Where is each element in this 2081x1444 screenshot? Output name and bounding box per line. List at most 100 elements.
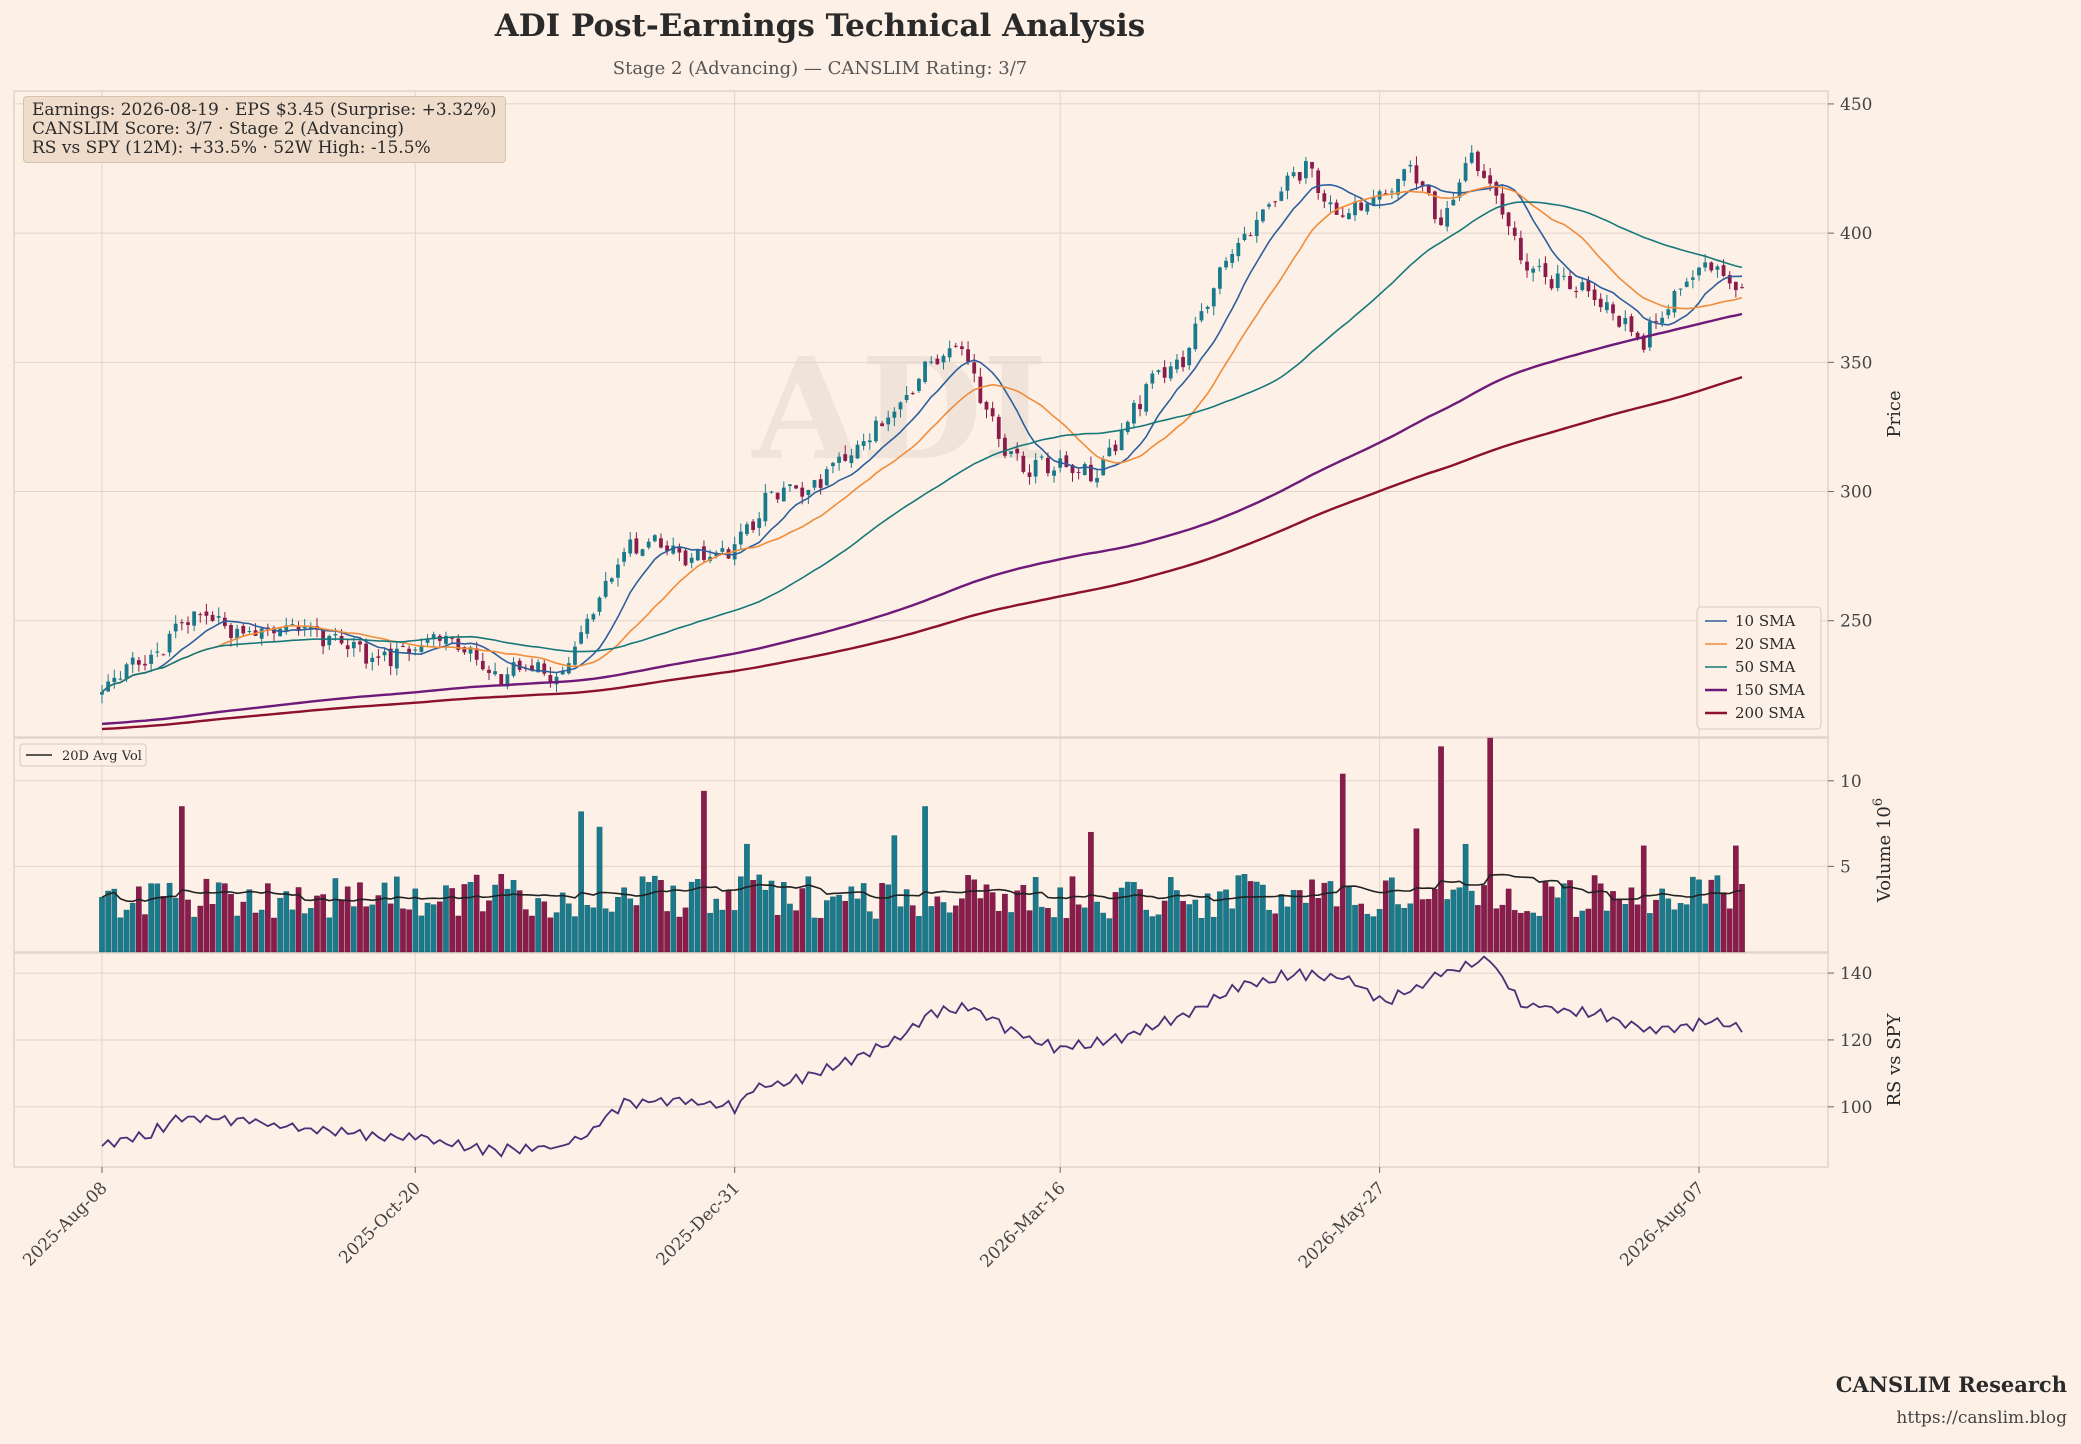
volume-bar	[959, 898, 965, 953]
candle-body	[1518, 237, 1523, 261]
candle-body	[1353, 201, 1357, 216]
volume-bar	[332, 878, 339, 953]
candle-body	[1199, 311, 1204, 321]
volume-bar	[1063, 918, 1070, 953]
volume-bar	[1057, 887, 1064, 953]
chart-title: ADI Post-Earnings Technical Analysis	[494, 8, 1146, 44]
sma-200-line	[101, 376, 1743, 731]
volume-bar	[1118, 887, 1125, 953]
volume-bar	[265, 883, 271, 953]
candle-body	[683, 550, 688, 566]
candle-body	[1506, 212, 1511, 227]
volume-bar	[1241, 874, 1248, 953]
candle-body	[1113, 444, 1118, 452]
candle-body	[1076, 471, 1081, 473]
legend-label-avg-volume: 20D Avg Vol	[62, 749, 142, 764]
candle-body	[100, 692, 104, 695]
volume-bar	[1069, 876, 1076, 953]
volume-bar	[1524, 911, 1530, 953]
candle-body	[781, 487, 786, 502]
volume-bar	[854, 898, 861, 953]
volume-bar	[1174, 890, 1180, 953]
candle-body	[216, 616, 221, 618]
candle-body	[1242, 233, 1247, 241]
candle-body	[376, 656, 381, 658]
volume-bar	[977, 898, 984, 953]
volume-bar	[344, 886, 351, 953]
avg-volume-line	[101, 873, 1743, 903]
candle-body	[333, 634, 338, 636]
candle-body	[566, 663, 571, 674]
candle-body	[548, 675, 553, 683]
candle-body	[1525, 261, 1529, 271]
volume-bar	[1530, 912, 1536, 953]
volume-axis-label: Volume 106	[1871, 798, 1895, 903]
candle-body	[1604, 302, 1609, 311]
candle-body	[1224, 260, 1228, 268]
volume-bar	[375, 895, 382, 953]
candle-body	[1408, 164, 1413, 167]
candle-body	[204, 611, 209, 616]
candle-body	[1027, 472, 1032, 477]
volume-bar	[498, 874, 505, 953]
volume-bar	[105, 890, 111, 953]
candle-body	[1211, 288, 1216, 307]
volume-bar	[1217, 891, 1223, 953]
volume-bar	[609, 911, 615, 953]
legend-label-sma-10: 10 SMA	[1735, 612, 1795, 630]
volume-bar	[1192, 899, 1199, 953]
volume-bar	[1364, 913, 1371, 953]
candle-body	[800, 487, 805, 497]
candle-body	[824, 469, 829, 486]
rs-tick-label: 140	[1840, 964, 1872, 984]
volume-bar	[437, 901, 443, 953]
candle-body	[880, 423, 884, 427]
volume-bar	[1235, 875, 1242, 953]
candle-body	[278, 628, 283, 637]
candle-body	[738, 531, 743, 545]
volume-bar	[234, 915, 240, 953]
price-legend	[1696, 606, 1822, 730]
volume-bar	[1026, 910, 1033, 953]
volume-bar	[866, 911, 873, 953]
candle-body	[1678, 288, 1683, 290]
candle-body	[474, 648, 479, 660]
volume-bar	[222, 883, 228, 953]
candle-body	[136, 660, 141, 665]
volume-bar	[799, 888, 806, 953]
candle-body	[1586, 279, 1591, 292]
volume-bar	[387, 903, 394, 953]
volume-bar	[615, 897, 621, 953]
candle-body	[1125, 421, 1130, 432]
volume-bar	[645, 882, 652, 953]
volume-bar	[1229, 908, 1235, 953]
volume-scale-exponent: 6	[1871, 798, 1886, 806]
candle-body	[1494, 181, 1499, 196]
candle-body	[917, 378, 921, 391]
volume-bar	[787, 903, 793, 953]
candle-body	[1543, 263, 1548, 278]
volume-bar	[394, 876, 400, 953]
candle-body	[1623, 317, 1628, 325]
candle-body	[671, 545, 676, 554]
volume-bar	[351, 906, 357, 953]
volume-bar	[1487, 737, 1493, 953]
legend-label-sma-20: 20 SMA	[1735, 635, 1795, 653]
candle-body	[1101, 458, 1106, 476]
candle-body	[1672, 291, 1677, 313]
volume-bar	[258, 909, 265, 953]
candle-body	[1162, 367, 1167, 378]
candle-body	[382, 651, 387, 656]
volume-bar	[823, 900, 830, 953]
volume-bar	[1352, 904, 1358, 953]
candle-body	[1291, 172, 1296, 177]
candle-body	[947, 348, 952, 358]
candle-body	[1046, 457, 1050, 474]
candle-body	[1660, 317, 1665, 324]
volume-bar	[1002, 893, 1008, 953]
candle-body	[910, 393, 915, 395]
candle-body	[591, 614, 596, 620]
volume-bar	[1653, 899, 1659, 953]
candle-body	[155, 651, 160, 653]
